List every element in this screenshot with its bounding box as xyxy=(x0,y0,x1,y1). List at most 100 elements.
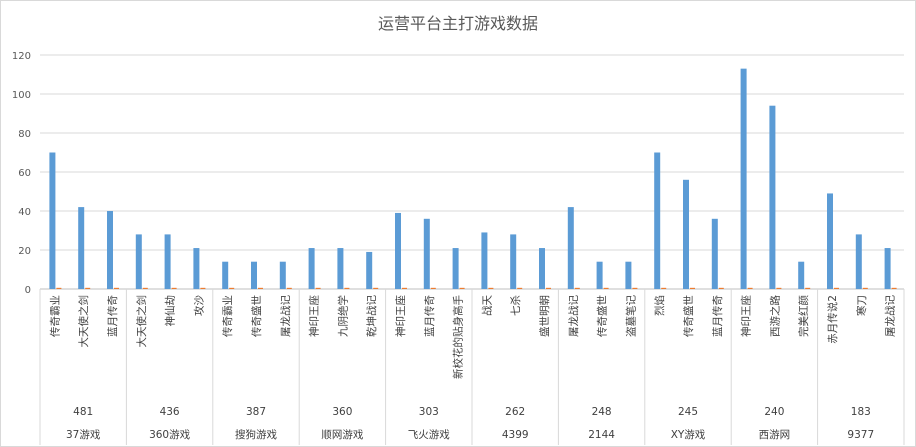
bar xyxy=(164,234,171,289)
group-total: 240 xyxy=(764,406,784,418)
platform-label: 360游戏 xyxy=(149,428,191,441)
bar-secondary xyxy=(805,287,811,289)
bar xyxy=(337,248,344,289)
platform-label: 顺网游戏 xyxy=(321,428,363,441)
y-tick-label: 0 xyxy=(25,285,31,296)
bar-secondary xyxy=(776,287,782,289)
game-label: 神印王座 xyxy=(394,295,407,337)
group-total: 436 xyxy=(160,406,180,418)
bar-secondary xyxy=(142,287,148,289)
game-label: 屠龙战记 xyxy=(884,295,897,337)
bar xyxy=(251,261,257,289)
y-tick-label: 120 xyxy=(12,51,31,62)
bar xyxy=(78,207,85,289)
chart-title: 运营平台主打游戏数据 xyxy=(378,14,538,33)
bar xyxy=(567,207,574,289)
game-label: 屠龙战记 xyxy=(279,295,292,337)
bar xyxy=(49,152,56,289)
bar xyxy=(596,261,603,289)
game-label: 蓝月传奇 xyxy=(711,295,724,337)
group-total: 262 xyxy=(505,406,525,418)
group-total: 248 xyxy=(592,406,612,418)
bar xyxy=(740,68,747,290)
gridlines xyxy=(40,54,904,290)
bar xyxy=(395,212,401,289)
bar xyxy=(107,211,113,289)
bar xyxy=(711,218,718,289)
bar xyxy=(135,234,142,289)
game-label: 盗墓笔记 xyxy=(624,295,637,337)
y-tick-label: 20 xyxy=(18,246,31,257)
game-label: 神印王座 xyxy=(308,295,321,337)
bar-secondary xyxy=(603,287,609,289)
game-label: 九阴绝学 xyxy=(336,295,349,337)
y-tick-label: 40 xyxy=(18,207,31,218)
group-total: 481 xyxy=(73,406,93,418)
bar xyxy=(366,251,373,289)
bar-secondary xyxy=(718,287,724,289)
bar-secondary xyxy=(632,287,638,289)
bar xyxy=(654,152,661,289)
game-label: 盛世明朝 xyxy=(538,295,551,337)
bars xyxy=(49,68,897,290)
bar-secondary xyxy=(891,287,897,289)
bar-secondary xyxy=(574,287,580,289)
group-total: 387 xyxy=(246,406,266,418)
bar-secondary xyxy=(488,287,494,289)
bar-secondary xyxy=(402,287,407,289)
game-label: 蓝月传奇 xyxy=(423,295,436,337)
bar-secondary xyxy=(171,287,177,289)
bar-secondary xyxy=(114,287,119,289)
bar-secondary xyxy=(546,287,551,289)
bar-secondary xyxy=(85,287,91,289)
bar xyxy=(884,248,891,289)
platform-label: 37游戏 xyxy=(66,428,101,441)
bar xyxy=(827,193,833,289)
y-tick-label: 60 xyxy=(18,168,31,179)
game-label: 乾坤战记 xyxy=(365,295,378,337)
platform-label: 搜狗游戏 xyxy=(235,428,277,441)
bar-secondary xyxy=(56,287,62,289)
bar-secondary xyxy=(200,287,206,289)
group-total: 360 xyxy=(332,406,352,418)
bar-secondary xyxy=(862,287,868,289)
group-total: 245 xyxy=(678,406,698,418)
game-label: 屠龙战记 xyxy=(567,295,580,337)
bar-secondary xyxy=(517,287,523,289)
platform-label: 4399 xyxy=(502,429,529,441)
game-label: 传奇盛世 xyxy=(596,295,609,337)
game-label: 攻沙 xyxy=(192,295,205,316)
bar xyxy=(769,105,776,289)
game-label: 大天使之剑 xyxy=(77,295,90,348)
bar-secondary xyxy=(690,287,695,289)
y-tick-label: 80 xyxy=(18,129,31,140)
bar xyxy=(855,234,862,289)
game-label: 传奇盛世 xyxy=(682,295,695,337)
group-total: 183 xyxy=(851,406,871,418)
bar xyxy=(308,248,315,289)
bar-secondary xyxy=(229,287,235,289)
bar-secondary xyxy=(459,287,465,289)
game-label: 神仙劫 xyxy=(164,295,177,327)
bar xyxy=(279,261,286,289)
bar xyxy=(423,218,430,289)
platform-label: 2144 xyxy=(588,429,615,441)
bar xyxy=(798,261,805,289)
bar xyxy=(452,248,459,289)
game-label: 烈焰 xyxy=(653,295,666,316)
bar-secondary xyxy=(834,287,839,289)
bar-secondary xyxy=(747,287,753,289)
bar xyxy=(222,261,229,289)
platform-label: XY游戏 xyxy=(671,428,706,441)
bar-secondary xyxy=(286,287,292,289)
bar xyxy=(510,234,517,289)
x-axis: 传奇霸业 大天使之剑 蓝月传奇 481 37游戏 大天使之剑 神仙劫 攻沙 436 360游戏 传奇… xyxy=(39,289,905,445)
bar-secondary xyxy=(661,287,667,289)
platform-label: 飞火游戏 xyxy=(408,428,450,441)
game-label: 新校花的贴身高手 xyxy=(452,295,465,379)
y-axis: 0 20 40 60 80 100 120 xyxy=(12,51,31,296)
bar-secondary xyxy=(373,287,379,289)
game-label: 完美红颜 xyxy=(797,295,810,337)
game-label: 传奇霸业 xyxy=(48,295,61,337)
